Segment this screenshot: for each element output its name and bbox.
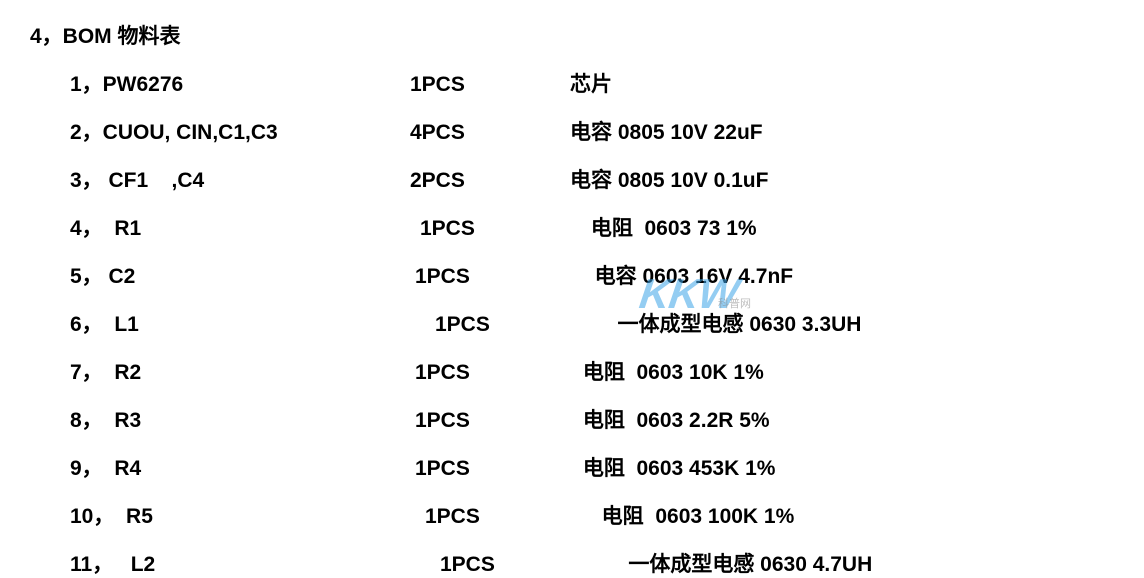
bom-row: 3， CF1 ,C42PCS电容 0805 10V 0.1uF — [30, 164, 1114, 194]
bom-row: 11， L21PCS 一体成型电感 0630 4.7UH — [30, 548, 1114, 578]
bom-quantity: 4PCS — [410, 121, 520, 145]
bom-description: 电容 0805 10V 0.1uF — [520, 164, 768, 194]
bom-quantity: 2PCS — [410, 169, 520, 193]
bom-description: 电阻 0603 73 1% — [530, 212, 757, 242]
bom-designator: 4， R1 — [30, 212, 410, 242]
bom-description: 电阻 0603 100K 1% — [535, 500, 794, 530]
bom-quantity: 1PCS — [410, 505, 535, 529]
bom-quantity: 1PCS — [410, 217, 530, 241]
bom-designator: 2，CUOU, CIN,C1,C3 — [30, 116, 410, 146]
bom-description: 一体成型电感 0630 3.3UH — [545, 308, 861, 338]
bom-quantity: 1PCS — [410, 457, 525, 481]
bom-description: 电阻 0603 10K 1% — [525, 356, 764, 386]
bom-row: 9， R41PCS 电阻 0603 453K 1% — [30, 452, 1114, 482]
bom-designator: 7， R2 — [30, 356, 410, 386]
bom-description: 电阻 0603 453K 1% — [525, 452, 775, 482]
bom-table: 1，PW62761PCS芯片2，CUOU, CIN,C1,C34PCS电容 08… — [30, 68, 1114, 578]
bom-quantity: 1PCS — [410, 409, 525, 433]
bom-designator: 11， L2 — [30, 548, 410, 578]
bom-row: 4， R11PCS 电阻 0603 73 1% — [30, 212, 1114, 242]
bom-row: 8， R31PCS 电阻 0603 2.2R 5% — [30, 404, 1114, 434]
bom-description: 电容 0805 10V 22uF — [520, 116, 763, 146]
bom-description: 芯片 — [520, 68, 612, 98]
bom-description: 电阻 0603 2.2R 5% — [525, 404, 770, 434]
bom-designator: 8， R3 — [30, 404, 410, 434]
bom-row: 10， R51PCS 电阻 0603 100K 1% — [30, 500, 1114, 530]
bom-row: 6， L11PCS 一体成型电感 0630 3.3UH — [30, 308, 1114, 338]
bom-designator: 1，PW6276 — [30, 68, 410, 98]
bom-row: 7， R21PCS 电阻 0603 10K 1% — [30, 356, 1114, 386]
bom-row: 1，PW62761PCS芯片 — [30, 68, 1114, 98]
bom-quantity: 1PCS — [410, 73, 520, 97]
bom-description: 一体成型电感 0630 4.7UH — [550, 548, 872, 578]
bom-quantity: 1PCS — [410, 553, 550, 577]
bom-designator: 5， C2 — [30, 260, 410, 290]
bom-row: 5， C21PCS 电容 0603 16V 4.7nF — [30, 260, 1114, 290]
bom-description: 电容 0603 16V 4.7nF — [525, 260, 793, 290]
bom-designator: 3， CF1 ,C4 — [30, 164, 410, 194]
bom-row: 2，CUOU, CIN,C1,C34PCS电容 0805 10V 22uF — [30, 116, 1114, 146]
bom-designator: 9， R4 — [30, 452, 410, 482]
bom-designator: 6， L1 — [30, 308, 410, 338]
bom-quantity: 1PCS — [410, 265, 525, 289]
bom-quantity: 1PCS — [410, 361, 525, 385]
section-title: 4，BOM 物料表 — [30, 20, 1114, 50]
bom-quantity: 1PCS — [410, 313, 545, 337]
bom-designator: 10， R5 — [30, 500, 410, 530]
